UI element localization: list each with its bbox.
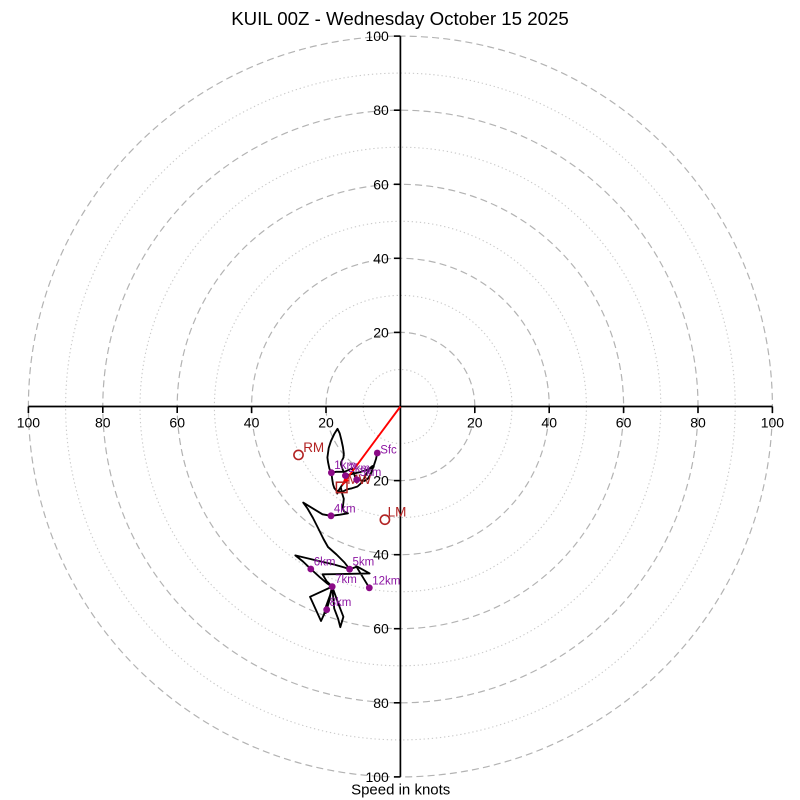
svg-text:80: 80 (690, 415, 706, 431)
svg-text:20: 20 (373, 473, 389, 489)
svg-text:6km: 6km (314, 557, 336, 569)
svg-text:RM: RM (303, 440, 324, 455)
svg-text:3km: 3km (360, 467, 382, 479)
svg-text:40: 40 (373, 547, 389, 563)
svg-text:100: 100 (761, 415, 785, 431)
svg-text:4km: 4km (334, 503, 356, 515)
svg-text:KUIL 00Z - Wednesday October 1: KUIL 00Z - Wednesday October 15 2025 (231, 8, 569, 29)
svg-text:40: 40 (244, 415, 260, 431)
svg-text:100: 100 (365, 769, 389, 785)
svg-text:80: 80 (373, 695, 389, 711)
svg-text:8km: 8km (330, 597, 352, 609)
svg-text:100: 100 (365, 28, 389, 44)
svg-text:7km: 7km (335, 574, 357, 586)
svg-text:5km: 5km (353, 557, 375, 569)
svg-text:Speed in knots: Speed in knots (351, 782, 450, 799)
svg-text:80: 80 (373, 102, 389, 118)
svg-text:20: 20 (318, 415, 334, 431)
svg-text:60: 60 (169, 415, 185, 431)
svg-text:1km: 1km (334, 460, 356, 472)
svg-text:Sfc: Sfc (380, 445, 397, 457)
svg-text:80: 80 (95, 415, 111, 431)
svg-text:60: 60 (373, 621, 389, 637)
svg-text:20: 20 (467, 415, 483, 431)
svg-text:60: 60 (616, 415, 632, 431)
svg-text:12km: 12km (372, 575, 400, 587)
svg-text:2km: 2km (348, 463, 370, 475)
svg-text:100: 100 (17, 415, 41, 431)
svg-text:40: 40 (541, 415, 557, 431)
svg-text:LM: LM (388, 505, 407, 520)
svg-text:40: 40 (373, 250, 389, 266)
svg-text:20: 20 (373, 324, 389, 340)
svg-text:60: 60 (373, 176, 389, 192)
